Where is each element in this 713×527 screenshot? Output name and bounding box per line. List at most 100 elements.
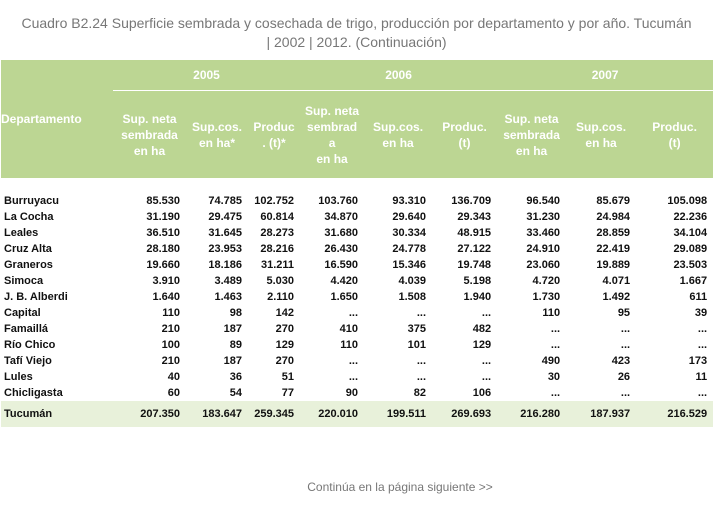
- subcolumn-header: Produc. (t): [636, 90, 713, 178]
- table-cell: 98: [229, 307, 242, 319]
- table-cell: 129: [275, 339, 295, 351]
- title-line-1: Cuadro B2.24 Superficie sembrada y cosec…: [21, 15, 692, 31]
- table-cell: 24.910: [526, 243, 561, 255]
- table-cell: 85.530: [146, 195, 180, 207]
- subcolumn-header: Produc. (t): [432, 90, 498, 178]
- subcolumn-header-line: en ha: [133, 143, 166, 158]
- table-cell: 82: [413, 387, 427, 399]
- table-cell: 1.940: [463, 291, 492, 303]
- table-cell: 101: [407, 339, 427, 351]
- table-cell: 136.709: [451, 195, 492, 207]
- table-cell: 216.280: [497, 401, 567, 427]
- table-cell: 23.503: [673, 259, 708, 271]
- department-name: La Cocha: [4, 211, 54, 223]
- table-cell: 105.098: [667, 195, 708, 207]
- table-cell: 29.343: [457, 211, 492, 223]
- subcolumn-header-line: en ha: [515, 143, 548, 158]
- subcolumn-header-line: Sup. neta: [504, 111, 559, 126]
- year-header-2007: 2007: [497, 60, 713, 91]
- subcolumn-header-line: (t): [668, 135, 681, 150]
- table-cell: ...: [620, 387, 631, 399]
- table-cell: 28.180: [146, 243, 180, 255]
- table-cell: 4.039: [398, 275, 427, 287]
- department-name: Tucumán: [1, 401, 113, 427]
- department-name: Graneros: [4, 259, 53, 271]
- table-cell: ...: [697, 323, 708, 335]
- subcolumn-header-line: en ha: [382, 135, 414, 150]
- table-cell: 24.984: [596, 211, 631, 223]
- table-cell: 31.680: [324, 227, 359, 239]
- table-cell: 5.198: [463, 275, 492, 287]
- subcolumn-header-line: Sup.cos.: [191, 119, 242, 134]
- table-cell: 110: [340, 339, 359, 351]
- table-cell: 36.510: [146, 227, 180, 239]
- table-cell: 29.089: [673, 243, 708, 255]
- year-header-2006: 2006: [300, 60, 498, 91]
- table-cell: 187: [223, 323, 242, 335]
- table-cell: 24.778: [392, 243, 427, 255]
- department-name: Río Chico: [4, 339, 56, 351]
- total-row: Tucumán 207.350 183.647 259.345 220.010 199.5…: [1, 401, 713, 427]
- department-name: Leales: [4, 227, 39, 239]
- subcolumn-header-line: sembrada: [503, 127, 560, 142]
- continuation-note: Continúa en la página siguiente >>: [307, 480, 493, 494]
- table-row: Lules 40 36 51......... 30 26 11: [1, 369, 713, 385]
- table-cell: 93.310: [392, 195, 427, 207]
- table-row: Famaillá 210 187 270 410 375 482.........: [1, 321, 713, 337]
- table-cell: 100: [161, 339, 180, 351]
- department-name: Famaillá: [4, 323, 49, 335]
- subcolumn-header-line: Produc: [253, 119, 295, 134]
- subcolumn-header-line: a: [328, 135, 336, 150]
- table-cell: 23.953: [208, 243, 242, 255]
- table-cell: 216.529: [636, 401, 713, 427]
- table-cell: 96.540: [526, 195, 561, 207]
- table-cell: 110: [542, 307, 561, 319]
- table-title: Cuadro B2.24 Superficie sembrada y cosec…: [0, 14, 713, 52]
- table-cell: 54: [229, 387, 242, 399]
- table-cell: ...: [620, 339, 631, 351]
- subcolumn-header: Produc. (t)*: [248, 90, 301, 178]
- table-cell: 60.814: [260, 211, 295, 223]
- table-cell: 2.110: [267, 291, 295, 303]
- table-cell: 15.346: [392, 259, 427, 271]
- subcolumn-header-line: Sup. neta: [305, 103, 360, 118]
- subcolumn-header-line: Sup.cos.: [373, 119, 424, 134]
- table-cell: ...: [481, 307, 492, 319]
- table-cell: 27.122: [457, 243, 492, 255]
- table-cell: 34.870: [324, 211, 359, 223]
- table-cell: 26: [617, 371, 631, 383]
- table-cell: 34.104: [673, 227, 708, 239]
- table-cell: 40: [167, 371, 180, 383]
- table-cell: 4.420: [330, 275, 359, 287]
- table-cell: 26.430: [324, 243, 359, 255]
- table-cell: 1.508: [398, 291, 427, 303]
- table-cell: ...: [481, 371, 492, 383]
- title-line-2: | 2002 | 2012. (Continuación): [266, 34, 447, 50]
- table-cell: 1.667: [679, 275, 708, 287]
- table-cell: 142: [275, 307, 295, 319]
- subcolumn-header: Sup.cos. en ha: [566, 90, 637, 178]
- table-cell: 28.273: [260, 227, 295, 239]
- department-name: Burruyacu: [4, 195, 60, 207]
- table-cell: 19.660: [146, 259, 180, 271]
- table-cell: 4.720: [532, 275, 561, 287]
- table-cell: 22.236: [673, 211, 708, 223]
- subcolumn-header-line: sembrad: [307, 119, 358, 134]
- table-row: Río Chico 100 89 129 110 101 129.........: [1, 337, 713, 353]
- table-cell: 1.730: [532, 291, 561, 303]
- table-cell: ...: [550, 323, 561, 335]
- table-cell: 3.489: [214, 275, 242, 287]
- table-row: Chicligasta 60 54 77 90 82 106.........: [1, 385, 713, 401]
- subcolumn-header-line: en ha*: [198, 135, 235, 150]
- table-cell: 375: [407, 323, 427, 335]
- department-name: Simoca: [4, 275, 44, 287]
- table-cell: ...: [348, 371, 359, 383]
- table-cell: 28.859: [596, 227, 631, 239]
- table-row: La Cocha 31.190 29.475 60.814 34.870 29.640 29…: [1, 209, 713, 225]
- table-cell: 1.492: [602, 291, 631, 303]
- subcolumn-header-line: Sup. neta: [122, 111, 177, 126]
- table-cell: 1.463: [214, 291, 242, 303]
- subcolumn-header-line: sembrada: [121, 127, 178, 142]
